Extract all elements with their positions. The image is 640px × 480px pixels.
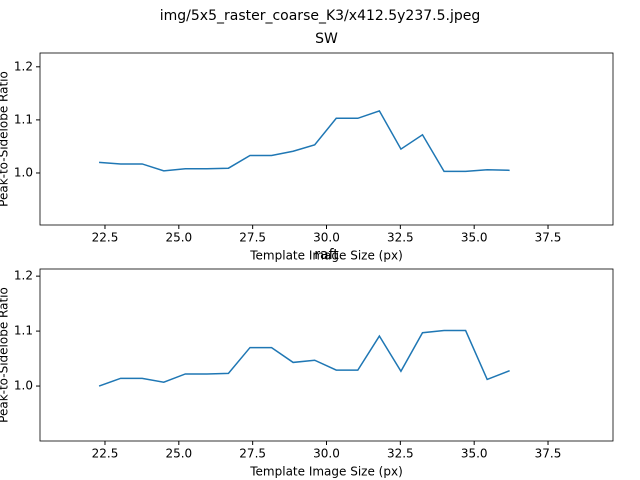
y-tick-label: 1.2 (14, 269, 33, 283)
axes-frame (39, 268, 614, 442)
x-tick-label: 22.5 (92, 447, 119, 461)
data-line (98, 329, 510, 387)
x-axis-label: Template Image Size (px) (249, 465, 403, 479)
figure-title: img/5x5_raster_coarse_K3/x412.5y237.5.jp… (160, 8, 480, 24)
data-line (99, 109, 510, 173)
x-tick-label: 32.5 (387, 231, 414, 245)
axes-title: raft (314, 247, 339, 263)
x-axis-label: Template Image Size (px) (249, 249, 403, 263)
x-tick-label: 27.5 (239, 231, 266, 245)
x-tick-label: 32.5 (387, 447, 414, 461)
y-tick-label: 1.2 (14, 59, 33, 73)
axes-title: SW (315, 31, 338, 47)
y-tick-label: 1.1 (14, 324, 33, 338)
x-tick-label: 35.0 (461, 447, 488, 461)
x-tick-label: 22.5 (92, 231, 119, 245)
y-tick-label: 1.0 (14, 379, 33, 393)
axes-frame (39, 52, 614, 226)
x-tick-label: 25.0 (165, 231, 192, 245)
y-axis-label: Peak-to-Sidelobe Ratio (0, 71, 11, 207)
x-tick-label: 37.5 (535, 231, 562, 245)
y-axis-label: Peak-to-Sidelobe Ratio (0, 287, 11, 423)
x-tick-label: 30.0 (313, 447, 340, 461)
x-tick-label: 27.5 (239, 447, 266, 461)
y-tick-label: 1.0 (14, 165, 33, 179)
x-tick-label: 25.0 (165, 447, 192, 461)
y-tick-label: 1.1 (14, 112, 33, 126)
x-tick-label: 37.5 (535, 447, 562, 461)
x-tick-label: 35.0 (461, 231, 488, 245)
x-tick-label: 30.0 (313, 231, 340, 245)
